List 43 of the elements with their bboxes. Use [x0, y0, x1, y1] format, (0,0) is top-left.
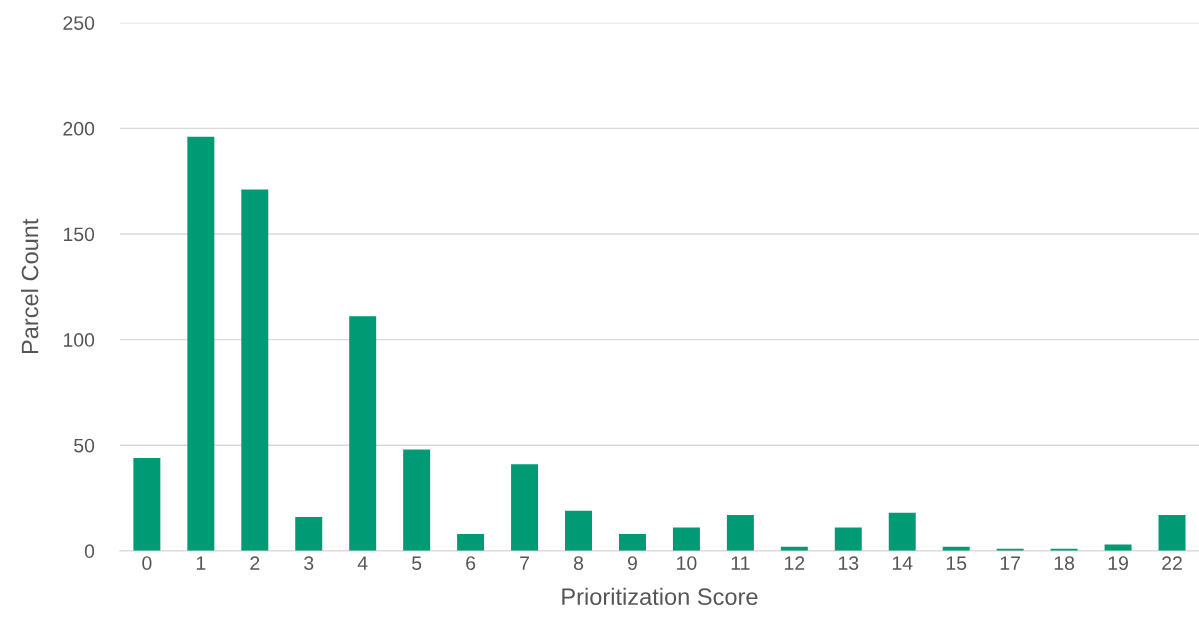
x-tick-label: 3: [304, 556, 314, 571]
x-tick-label: 12: [785, 556, 805, 570]
x-tick-label: 9: [627, 556, 637, 571]
x-tick-label: 0: [142, 556, 152, 571]
bar: [187, 136, 215, 551]
y-axis-title: Parcel Count: [21, 218, 39, 354]
x-tick-label: 2: [250, 556, 260, 570]
bar: [295, 517, 323, 551]
x-tick-label: 6: [466, 556, 476, 571]
bar: [133, 457, 161, 551]
y-tick-label: 0: [84, 544, 95, 559]
y-tick-label: 50: [74, 438, 95, 453]
x-tick-label: 7: [520, 556, 529, 570]
bar: [672, 527, 700, 551]
x-tick-label: 15: [946, 556, 967, 571]
x-tick-label: 5: [412, 556, 422, 571]
bar: [403, 449, 431, 551]
x-tick-label: 8: [573, 556, 584, 571]
bar: [565, 510, 593, 551]
x-tick-label: 14: [892, 556, 913, 570]
bar: [349, 316, 377, 551]
bar: [457, 533, 485, 551]
y-tick-label: 150: [63, 227, 95, 242]
y-tick-label: 200: [63, 121, 95, 136]
bar: [1158, 514, 1186, 551]
x-tick-label: 4: [357, 556, 368, 570]
x-tick-label: 22: [1162, 556, 1182, 570]
bar: [726, 514, 754, 551]
bar: [834, 527, 862, 551]
x-tick-label: 17: [1000, 556, 1020, 570]
y-tick-label: 250: [63, 16, 95, 30]
x-tick-label: 10: [677, 556, 697, 571]
x-tick-label: 11: [731, 556, 750, 570]
bar: [888, 512, 916, 551]
x-tick-label: 19: [1108, 556, 1128, 571]
bar: [511, 464, 539, 551]
x-tick-label: 1: [196, 556, 206, 570]
x-tick-label: 18: [1054, 556, 1075, 571]
bar: [618, 533, 646, 551]
x-tick-label: 13: [838, 556, 859, 571]
x-axis-title: Prioritization Score: [562, 587, 758, 606]
bar: [241, 189, 269, 551]
y-tick-label: 100: [63, 333, 95, 347]
